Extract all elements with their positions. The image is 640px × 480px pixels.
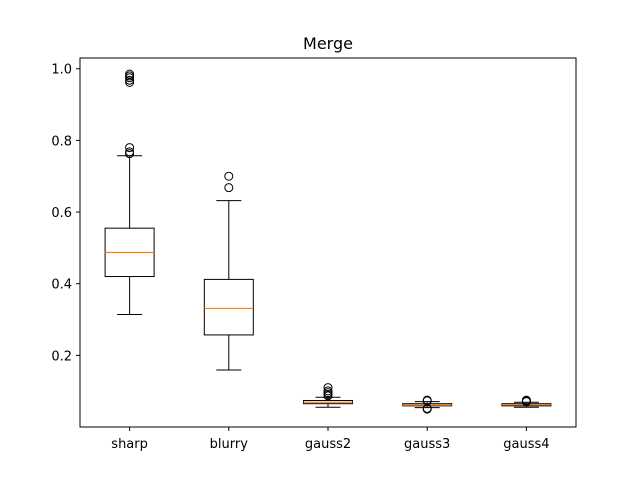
- outlier-point: [125, 147, 135, 157]
- x-tick-label: gauss4: [503, 437, 549, 452]
- x-tick-label: gauss3: [404, 437, 450, 452]
- x-tick-label: blurry: [210, 437, 249, 452]
- outlier-point: [224, 171, 234, 181]
- outlier-point: [125, 143, 135, 153]
- x-tick-label: sharp: [111, 437, 148, 452]
- outlier-point: [521, 395, 531, 405]
- y-tick-label: 0.8: [51, 134, 72, 149]
- outlier-point: [422, 395, 432, 405]
- y-tick-label: 0.2: [51, 349, 72, 364]
- y-tick-label: 1.0: [51, 63, 72, 78]
- outlier-point: [125, 75, 135, 85]
- plot-frame: [79, 57, 577, 428]
- outlier-point: [323, 383, 333, 393]
- chart-title: Merge: [303, 34, 353, 53]
- x-tick-label: gauss2: [305, 437, 351, 452]
- outlier-point: [224, 183, 234, 193]
- outlier-point: [323, 386, 333, 396]
- box-iqr: [203, 278, 254, 336]
- y-tick-label: 0.6: [51, 206, 72, 221]
- plot-area: 0.2 0.4 0.6 0.8 1.0 sharp blurry gauss2 gauss3 ga…: [51, 63, 552, 452]
- outlier-point: [125, 69, 135, 79]
- y-tick-label: 0.4: [51, 278, 72, 293]
